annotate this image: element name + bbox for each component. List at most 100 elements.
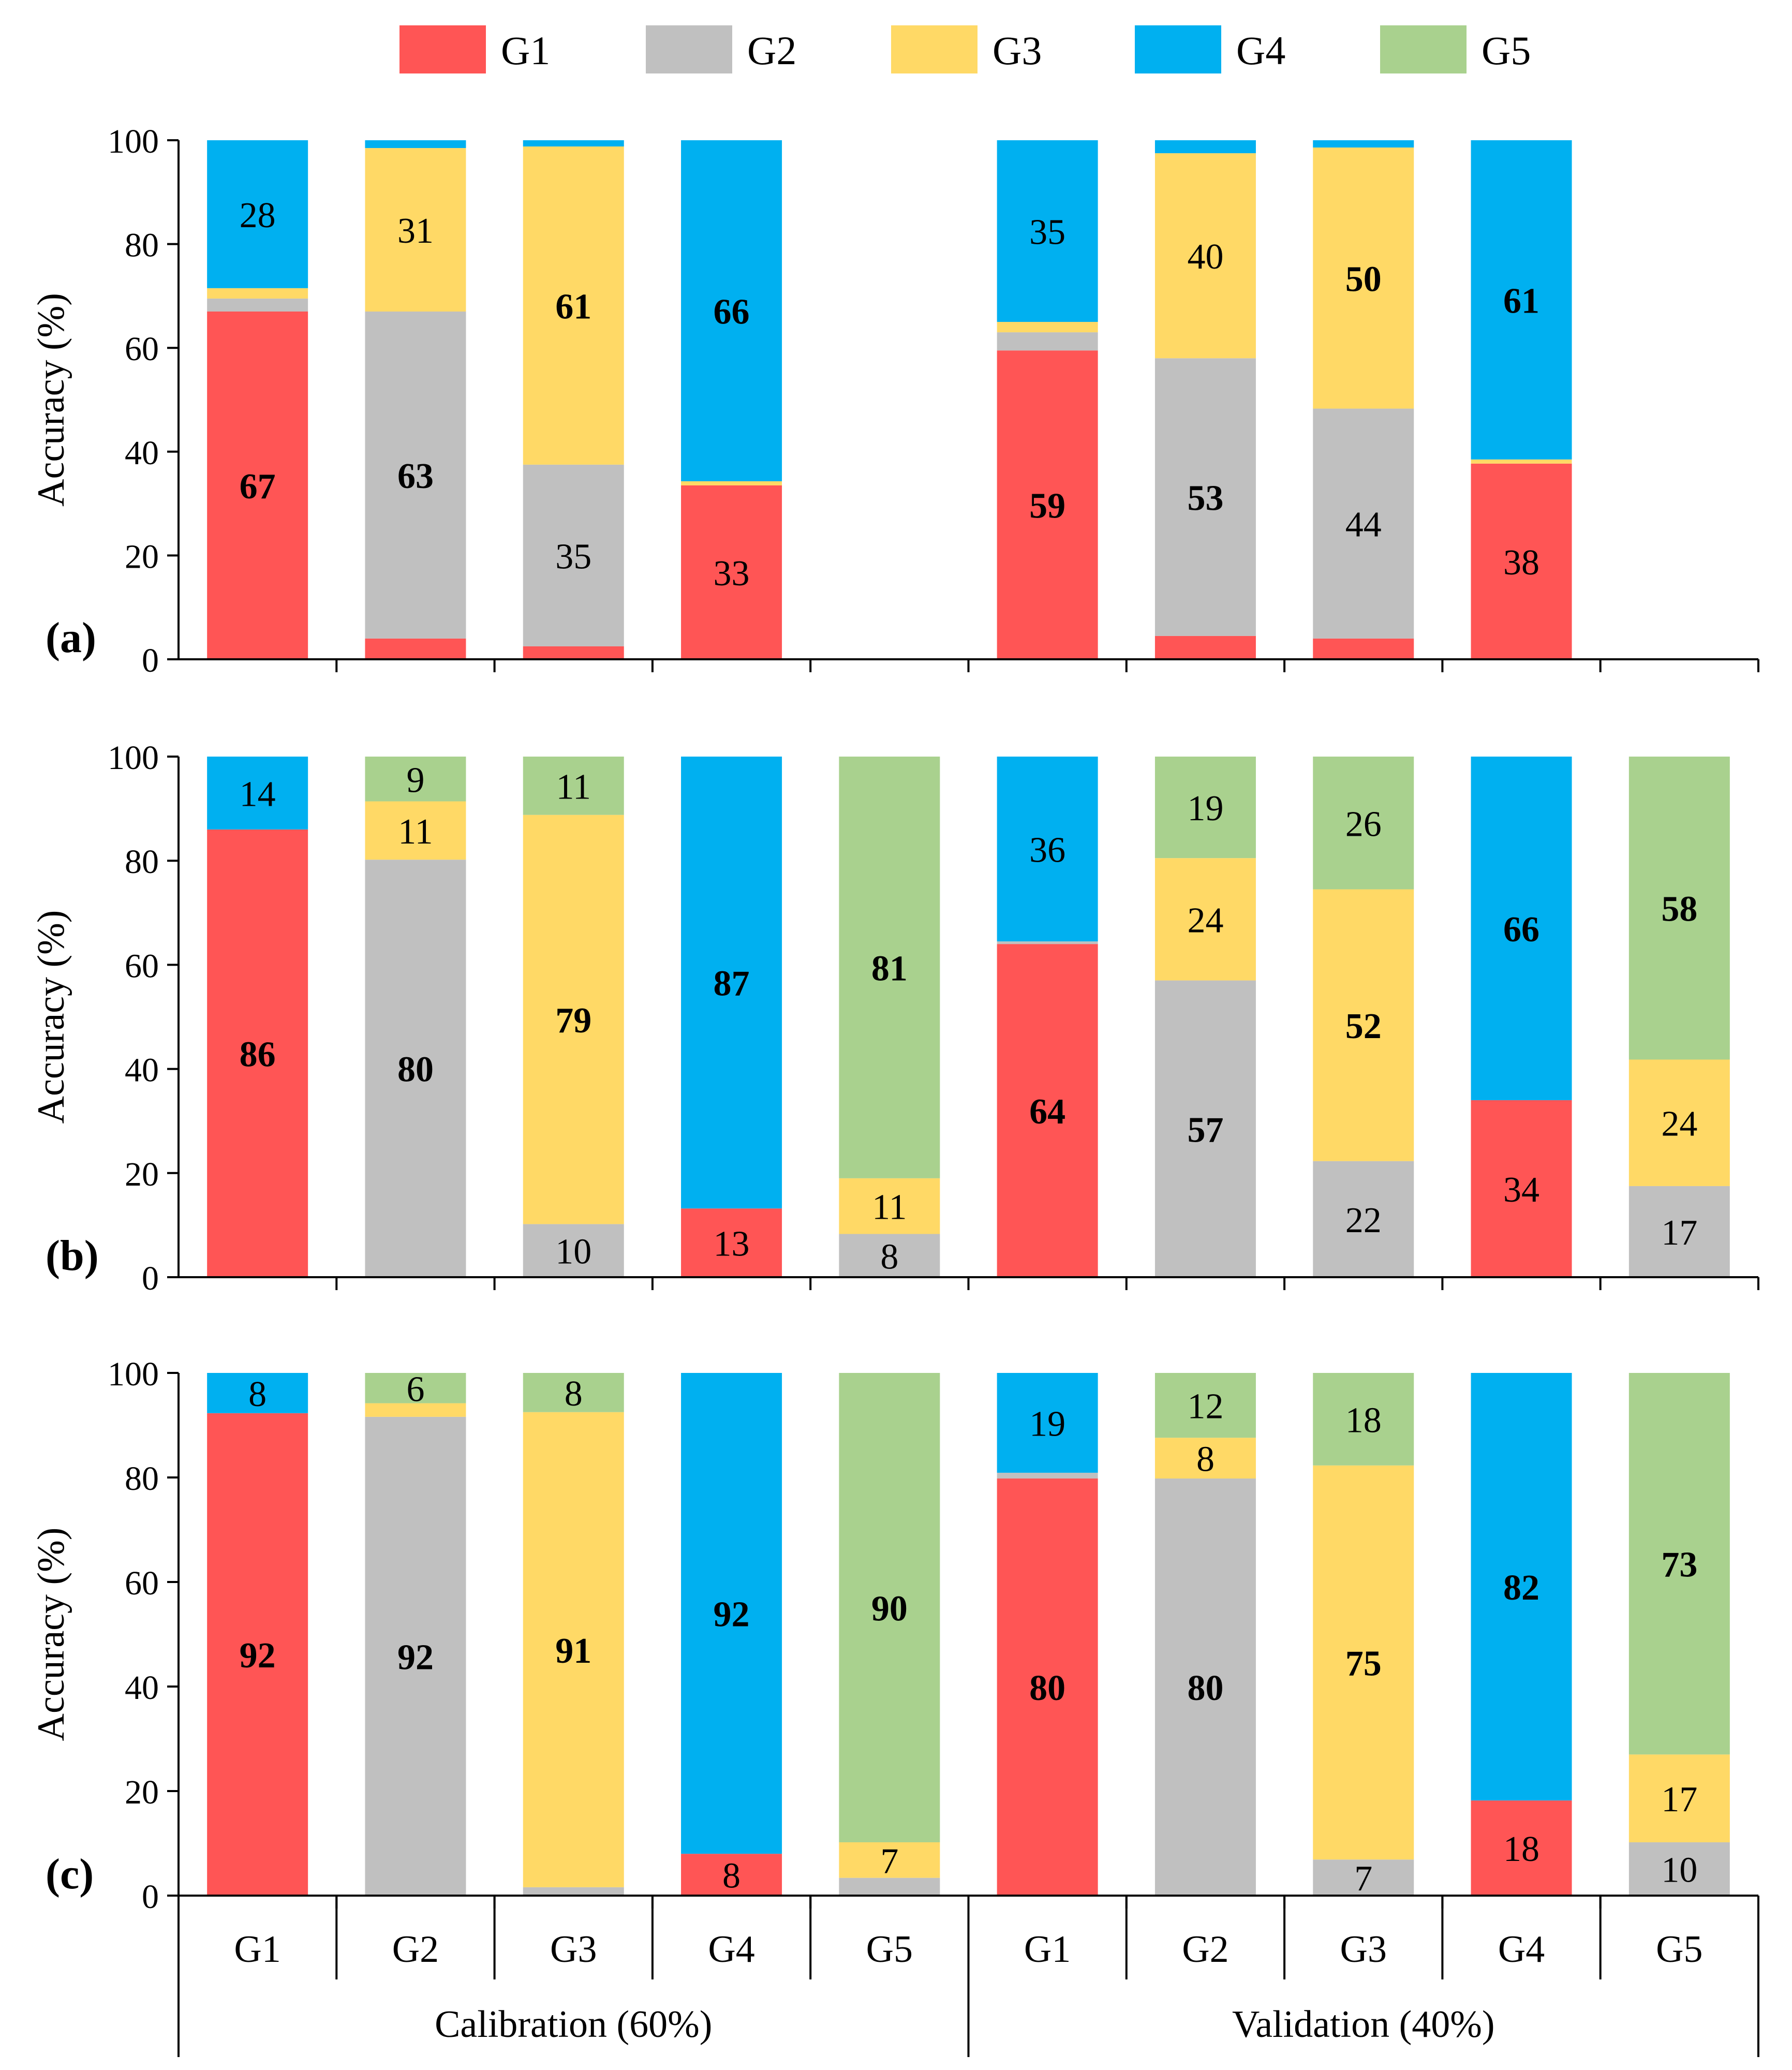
bar-segment-g3 xyxy=(365,1403,466,1417)
data-label: 50 xyxy=(1345,259,1382,299)
data-label: 11 xyxy=(872,1188,907,1228)
bar-g4-calibration: 8 92 xyxy=(681,1373,782,1896)
bar-segment-g1 xyxy=(1471,463,1572,659)
data-label: 34 xyxy=(1503,1170,1539,1210)
y-tick-label: 80 xyxy=(125,227,159,264)
data-label: 28 xyxy=(240,196,276,235)
bar-segment-g1 xyxy=(1313,638,1414,659)
bar-segment-g2 xyxy=(1154,1478,1256,1896)
bar-segment-g4 xyxy=(207,140,308,288)
bar-segment-g2 xyxy=(523,1224,624,1277)
x-tick-label: G4 xyxy=(1498,1928,1545,1971)
bar-segment-g5 xyxy=(1313,757,1414,890)
bar-segment-g1 xyxy=(365,638,466,659)
bar-segment-g2 xyxy=(365,860,466,1277)
bar-g5-validation: 10 17 73 xyxy=(1628,1373,1730,1896)
bar-segment-g1 xyxy=(997,1478,1098,1896)
bar-segment-g1 xyxy=(997,350,1098,659)
x-axis: G1 G2 G3 G4 G5 G1 G2 G3 G4 G5 Calibration (60%) Val… xyxy=(177,1896,1759,2057)
bar-g1-validation: 64 36 xyxy=(997,757,1098,1277)
y-tick-label: 20 xyxy=(125,538,159,575)
data-label: 8 xyxy=(565,1374,583,1414)
data-label: 35 xyxy=(1029,213,1065,253)
data-label: 10 xyxy=(555,1232,591,1272)
bar-segment-g3 xyxy=(523,815,624,1224)
data-label: 61 xyxy=(1503,281,1539,321)
y-axis-label: Accuracy (%) xyxy=(30,293,72,507)
bar-g1-validation: 80 19 xyxy=(997,1373,1098,1896)
bar-segment-g4 xyxy=(365,140,466,149)
data-label: 79 xyxy=(555,1001,591,1041)
bar-segment-g2 xyxy=(1313,1859,1414,1896)
bar-segment-g5 xyxy=(1313,1373,1414,1466)
legend-swatch xyxy=(1380,25,1467,73)
data-label: 80 xyxy=(1187,1668,1223,1708)
bar-segment-g5 xyxy=(523,757,624,815)
x-tick-label: G5 xyxy=(1656,1928,1702,1971)
legend-item-g1: G1 xyxy=(399,25,550,73)
bar-segment-g4 xyxy=(207,1373,308,1413)
data-label: 33 xyxy=(714,554,750,594)
panel-label: (a) xyxy=(46,614,96,662)
data-label: 14 xyxy=(240,774,276,814)
bar-segment-g1 xyxy=(1154,635,1256,659)
legend-label: G4 xyxy=(1236,28,1285,73)
data-label: 36 xyxy=(1029,831,1065,870)
data-label: 22 xyxy=(1345,1201,1382,1240)
bar-segment-g4 xyxy=(997,140,1098,322)
bar-g2-calibration: 80 11 9 xyxy=(365,757,466,1277)
bar-segment-g2 xyxy=(1313,408,1414,639)
bar-segment-g2 xyxy=(997,1472,1098,1479)
y-tick-label: 40 xyxy=(125,434,159,472)
bar-segment-g3 xyxy=(1471,459,1572,464)
y-tick-label: 0 xyxy=(142,1260,159,1297)
y-tick-label: 100 xyxy=(108,123,159,160)
data-label: 61 xyxy=(555,287,591,327)
data-label: 10 xyxy=(1661,1850,1697,1890)
bar-segment-g2 xyxy=(839,1877,940,1896)
bar-segment-g2 xyxy=(365,1416,466,1896)
bar-segment-g4 xyxy=(997,757,1098,942)
bar-g5-calibration: 7 90 xyxy=(839,1373,940,1896)
data-label: 40 xyxy=(1187,237,1223,277)
data-label: 52 xyxy=(1345,1007,1382,1046)
data-label: 57 xyxy=(1187,1110,1223,1150)
legend-label: G3 xyxy=(993,28,1042,73)
x-tick-label: G3 xyxy=(1340,1928,1387,1971)
x-tick-label: G1 xyxy=(1024,1928,1071,1971)
data-label: 31 xyxy=(397,211,434,251)
panel-c: 9289269188927908019808127751818821017730… xyxy=(30,1355,1759,1916)
y-tick-label: 100 xyxy=(108,1355,159,1393)
data-label: 8 xyxy=(1196,1440,1215,1480)
bar-segment-g1 xyxy=(1471,1100,1572,1277)
x-tick-label: G1 xyxy=(234,1928,280,1971)
bar-segment-g1 xyxy=(997,944,1098,1277)
bar-segment-g1 xyxy=(681,1208,782,1277)
bar-segment-g5 xyxy=(523,1373,624,1412)
data-label: 82 xyxy=(1503,1568,1539,1608)
bar-g5-calibration: 8 11 81 xyxy=(839,757,940,1277)
data-label: 81 xyxy=(871,949,908,988)
data-label: 44 xyxy=(1345,505,1382,545)
data-label: 63 xyxy=(397,456,434,496)
data-label: 12 xyxy=(1187,1387,1223,1427)
data-label: 66 xyxy=(714,292,750,332)
x-tick-label: G3 xyxy=(550,1928,597,1971)
bar-segment-g1 xyxy=(207,829,308,1277)
data-label: 6 xyxy=(406,1369,424,1409)
legend-item-g2: G2 xyxy=(646,25,796,73)
data-label: 66 xyxy=(1503,910,1539,950)
y-tick-label: 40 xyxy=(125,1669,159,1707)
panel-a: 67 28 63 31 35 61 33 66 59 35 53 40 44 50 38 61 0 20 40 60 8… xyxy=(30,123,1759,679)
data-label: 8 xyxy=(880,1237,898,1277)
bar-segment-g2 xyxy=(997,941,1098,944)
data-label: 13 xyxy=(714,1224,750,1264)
bar-g3-validation: 22 52 26 xyxy=(1313,757,1414,1277)
bar-segment-g4 xyxy=(681,757,782,1209)
bar-segment-g4 xyxy=(1471,140,1572,460)
bar-segment-g2 xyxy=(1154,358,1256,636)
bar-segment-g1 xyxy=(207,1413,308,1896)
bar-segment-g3 xyxy=(839,1842,940,1878)
